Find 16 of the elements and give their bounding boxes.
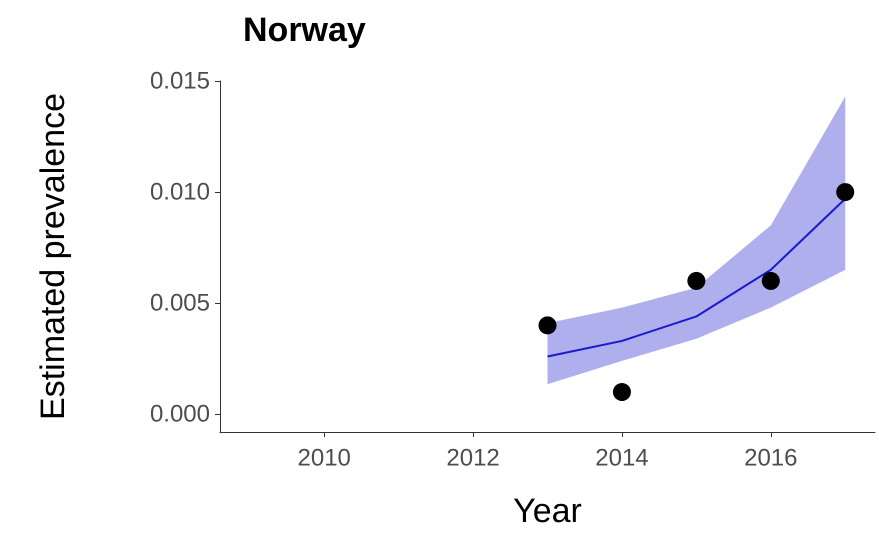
x-tick-label: 2014 <box>595 444 649 472</box>
point <box>836 183 854 202</box>
y-tick-label: 0.015 <box>150 68 210 94</box>
point <box>612 383 631 402</box>
y-axis-title: Estimated prevalence <box>34 93 72 420</box>
y-tick-label: 0.005 <box>150 290 210 317</box>
y-tick-label: 0.000 <box>150 400 210 428</box>
point <box>687 272 706 290</box>
x-axis-title: Year <box>513 492 582 530</box>
point <box>538 316 556 334</box>
y-tick-label: 0.010 <box>150 178 210 206</box>
x-tick-label: 2010 <box>298 444 351 472</box>
chart-title: Norway <box>243 11 366 49</box>
point <box>762 272 780 290</box>
x-tick-label: 2016 <box>744 444 798 472</box>
x-tick-label: 2012 <box>446 444 500 472</box>
